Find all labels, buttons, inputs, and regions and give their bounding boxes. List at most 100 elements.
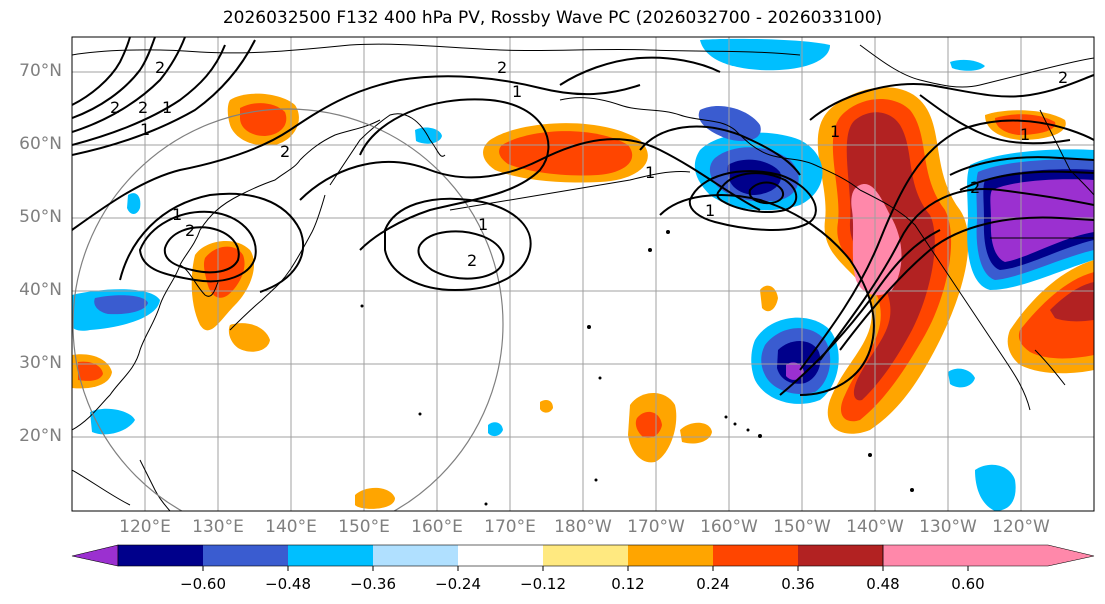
lat-label-70n: 70°N: [19, 61, 62, 81]
colorbar-tick-label: 0.12: [611, 575, 645, 593]
lon-label-130e: 130°E: [192, 517, 244, 537]
pv-contour: [72, 39, 256, 156]
colorbar-tick-label: 0.60: [951, 575, 985, 593]
pv-contour: [919, 94, 1071, 145]
contour-label: 2: [497, 58, 507, 77]
coastline-siberia-north: [72, 43, 801, 56]
pc-positive-aleutian-east-inner: [995, 114, 1056, 135]
pc-positive-kamchatka-inner: [240, 103, 287, 136]
pv-contour: [639, 125, 801, 176]
island-mark: [910, 488, 914, 492]
pv-contour: [359, 98, 550, 251]
pv-contour: [959, 170, 1094, 191]
colorbar-tick-label: 0.48: [866, 575, 900, 593]
island-mark: [868, 453, 872, 457]
pv-contour: [72, 37, 186, 133]
coastline-bc-coast: [859, 189, 946, 271]
coastline-kamchatka: [329, 113, 446, 186]
lat-label-30n: 30°N: [19, 353, 62, 373]
pc-positive-japan-inner: [203, 246, 245, 298]
colorbar-ticks: [202, 566, 969, 571]
pc-negative-gulf-core: [727, 159, 781, 195]
contour-label: 1: [140, 120, 150, 139]
lon-label-160e: 160°E: [411, 517, 463, 537]
pv-contour: [949, 156, 1094, 176]
contour-label: 2: [467, 251, 477, 270]
colorbar-segment: [203, 545, 288, 566]
colorbar-segment: [713, 545, 798, 566]
pc-negative-south-east: [975, 464, 1016, 511]
lon-label-150w: 150°W: [773, 517, 831, 537]
coastline-se-asia: [72, 469, 131, 506]
lat-label-20n: 20°N: [19, 426, 62, 446]
pv-contour: [819, 188, 1094, 361]
colorbar-tick-label: −0.60: [180, 575, 226, 593]
coastline-philippines: [139, 459, 171, 511]
contour-label: 1: [478, 215, 488, 234]
pv-contour: [72, 75, 641, 231]
lon-label-170w: 170°W: [627, 517, 685, 537]
pc-positive-japan-south: [228, 323, 270, 352]
coastline-alaska: [559, 97, 861, 191]
contour-label: 1: [162, 98, 172, 117]
colorbar-segment: [288, 545, 373, 566]
pv-contour: [163, 226, 240, 274]
lon-label-150e: 150°E: [338, 517, 390, 537]
coastline-korea: [179, 264, 219, 297]
pc-positive-hawaii-inner: [635, 411, 662, 438]
pc-negative-north-pacific: [415, 127, 442, 144]
pc-negative-east-tropics: [948, 368, 975, 388]
pc-negative-alaska-north: [698, 105, 761, 142]
coastline-japan: [229, 194, 326, 331]
lon-label-120e: 120°E: [119, 517, 171, 537]
contour-label: 2: [185, 221, 195, 240]
colorbar-tick-label: −0.36: [350, 575, 396, 593]
coastline-north-america-north: [859, 44, 1094, 88]
contour-label: 1: [645, 163, 655, 182]
rossby-pc-shading: [72, 38, 1094, 511]
pv-contour: [299, 138, 761, 211]
pv-contour: [809, 74, 1094, 121]
lat-label-60n: 60°N: [19, 134, 62, 154]
island-mark: [484, 502, 488, 506]
pc-positive-sw-us-core: [1050, 282, 1094, 322]
pc-negative-north-center: [700, 38, 830, 71]
coastline-aleutians: [449, 171, 691, 211]
pv-contour: [839, 216, 1094, 351]
colorbar-tick-label: −0.12: [520, 575, 566, 593]
island-mark: [598, 376, 602, 380]
lon-label-180w: 180°W: [554, 517, 612, 537]
pc-negative-north-east: [950, 59, 985, 71]
island-mark: [666, 230, 670, 234]
pv-contour: [799, 119, 1094, 371]
colorbar-segment: [118, 545, 203, 566]
island-mark: [733, 422, 737, 426]
colorbar-tick-label: 0.24: [696, 575, 730, 593]
contour-label: 1: [705, 201, 715, 220]
lon-label-170e: 170°E: [484, 517, 536, 537]
pc-negative-south-sw: [90, 408, 135, 435]
island-mark: [724, 415, 728, 419]
colorbar: [71, 544, 1095, 571]
pv-contour: [748, 181, 784, 205]
pv-contour: [779, 229, 941, 396]
map-title: 2026032500 F132 400 hPa PV, Rossby Wave …: [222, 8, 883, 28]
pv-contour: [384, 197, 532, 292]
contour-label: 1: [512, 82, 522, 101]
pv-contours: [72, 37, 1094, 396]
pv-contour: [119, 192, 305, 293]
colorbar-segment: [373, 545, 458, 566]
colorbar-segment: [458, 545, 543, 566]
lat-label-50n: 50°N: [19, 207, 62, 227]
island-marks: [360, 230, 914, 506]
pv-contour: [659, 194, 875, 396]
pc-positive-hawaii-east: [680, 422, 712, 444]
coastline-baja: [1034, 349, 1066, 386]
contour-label: 2: [155, 58, 165, 77]
pc-positive-east-180: [760, 285, 778, 312]
map-frame: [71, 36, 1095, 512]
colorbar-tick-label: 0.36: [781, 575, 815, 593]
pc-positive-south: [355, 487, 395, 509]
lon-label-140e: 140°E: [265, 517, 317, 537]
coastline-hudson: [1039, 109, 1094, 196]
